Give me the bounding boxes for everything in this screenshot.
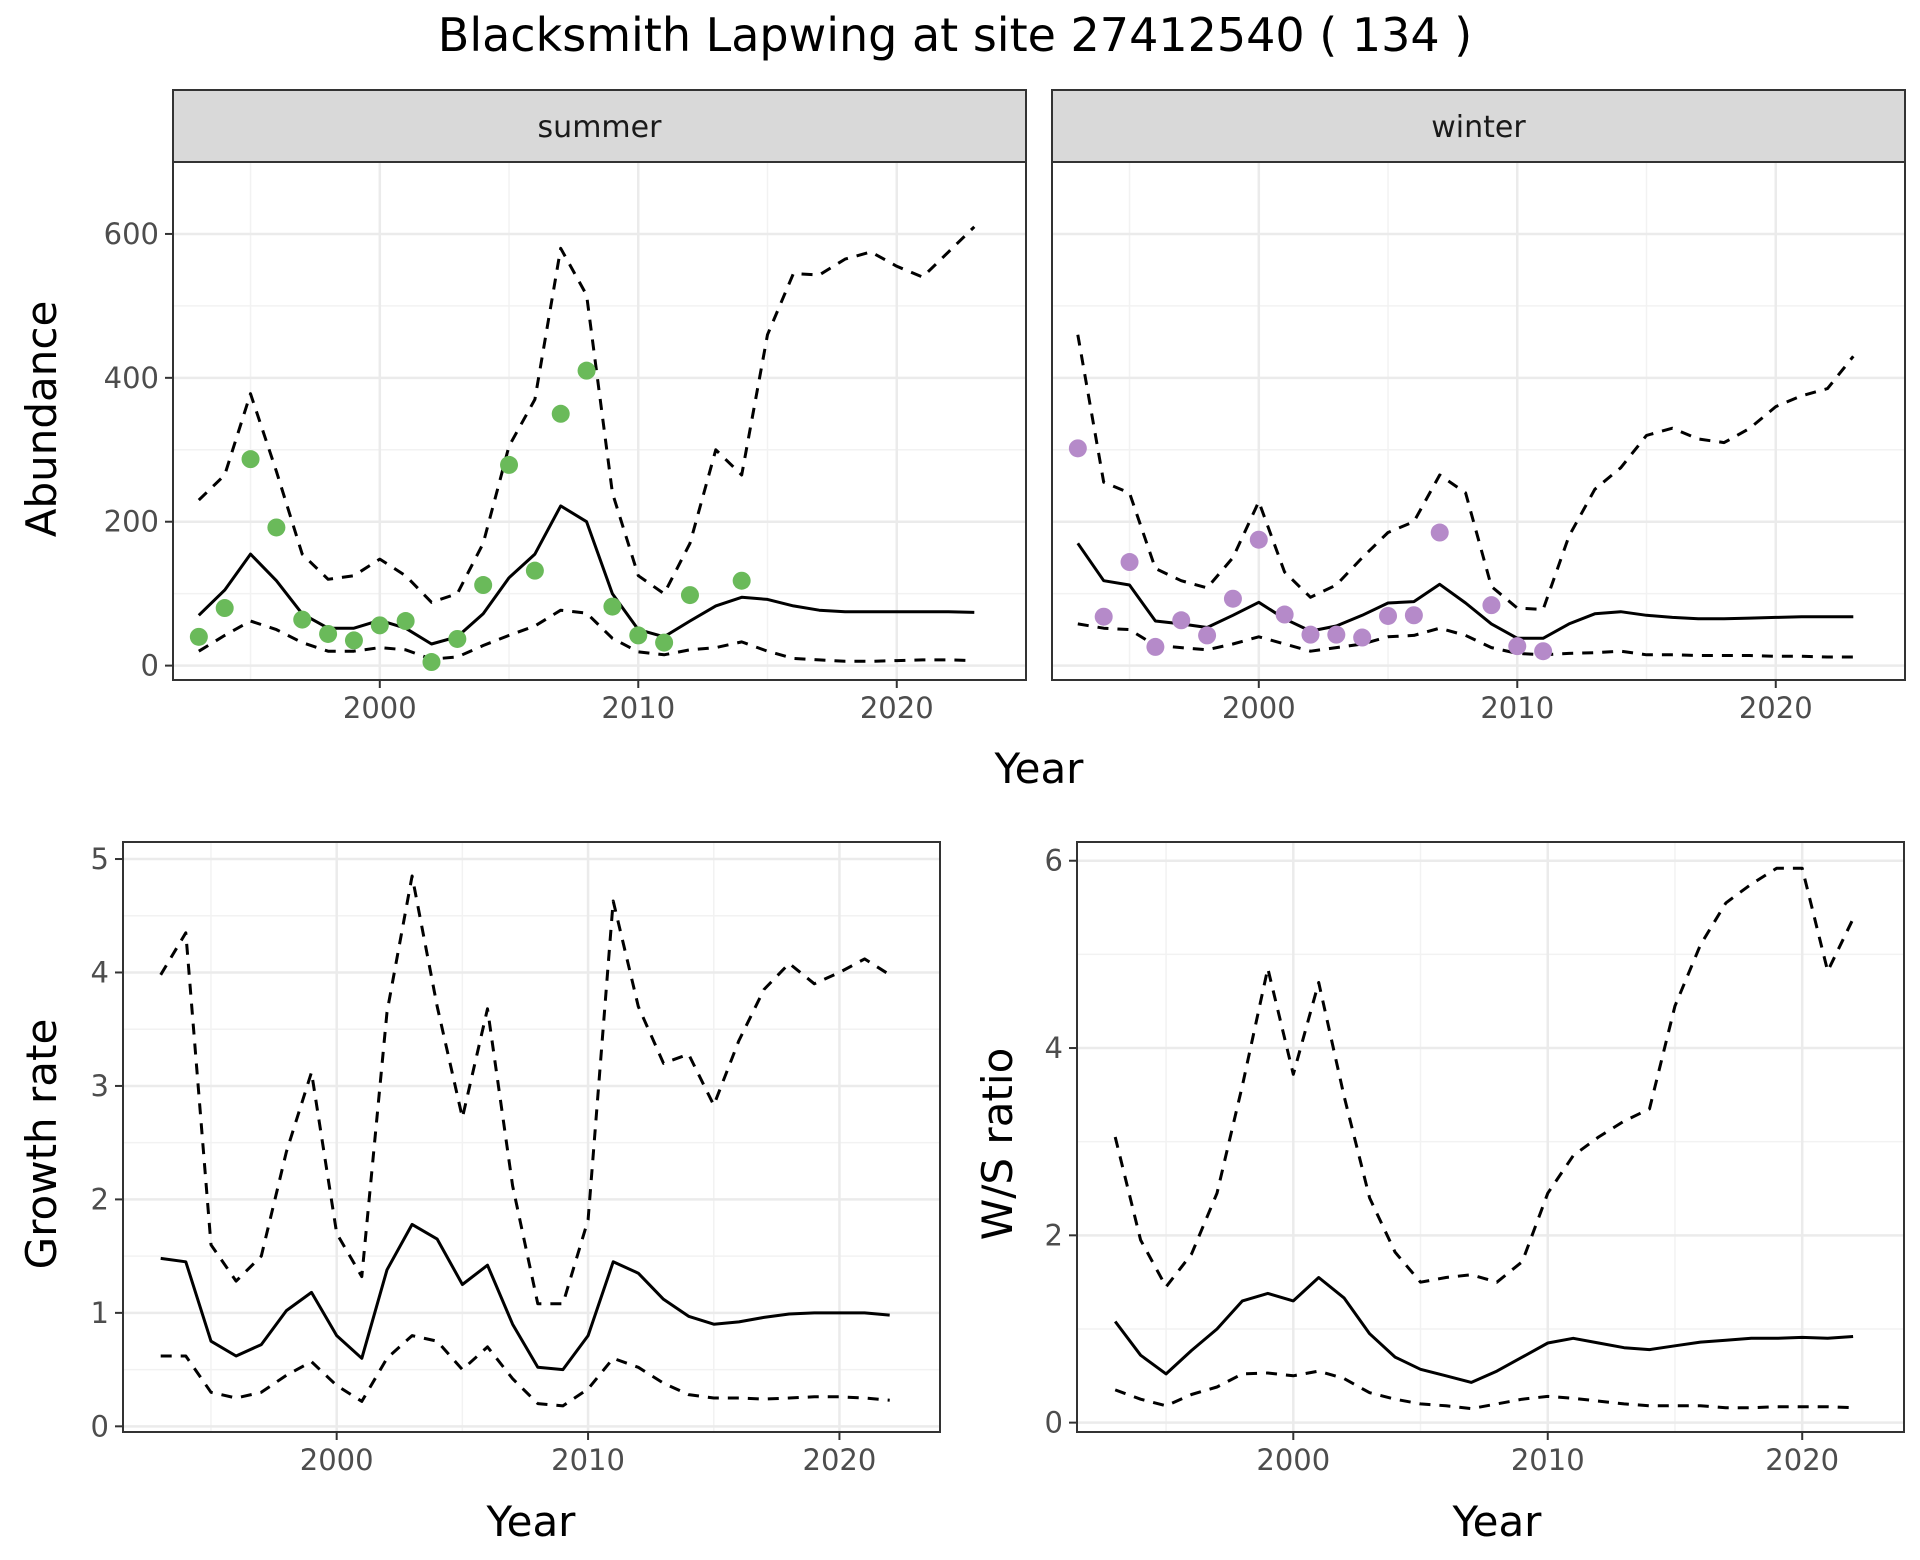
ratio-plot-background xyxy=(1077,842,1904,1432)
winter-panel: 2000 2010 2020 xyxy=(1051,161,1906,725)
growth-y-tick-label: 4 xyxy=(91,955,109,989)
abundance-x-axis-title: Year xyxy=(994,744,1085,793)
summer-upper-bound-line xyxy=(197,225,976,604)
winter-data-point xyxy=(1223,589,1242,608)
summer-data-point xyxy=(344,631,363,650)
winter-data-point xyxy=(1534,642,1553,661)
winter-data-point xyxy=(1379,606,1398,625)
ratio-y-tick-label: 4 xyxy=(1045,1031,1063,1065)
summer-data-point xyxy=(525,561,544,580)
abundance-y-axis-title: Abundance xyxy=(17,301,66,538)
winter-data-point xyxy=(1094,607,1113,626)
summer-data-point xyxy=(422,653,441,672)
summer-data-point xyxy=(267,518,286,537)
ratio-y-tick-label: 6 xyxy=(1045,844,1063,878)
summer-data-point xyxy=(189,627,208,646)
summer-data-point xyxy=(370,616,389,635)
ratio-upper-bound-line xyxy=(1113,866,1855,1289)
winter-x-tick-label: 2000 xyxy=(1222,691,1296,725)
summer-plot-background xyxy=(173,162,1026,680)
summer-y-tick-label: 400 xyxy=(104,361,159,395)
ratio-x-axis-title: Year xyxy=(1452,1497,1543,1546)
winter-upper-bound-line xyxy=(1076,334,1855,611)
growth-x-tick-label: 2020 xyxy=(803,1443,877,1477)
winter-strip-label: winter xyxy=(1431,110,1526,145)
winter-data-point xyxy=(1482,596,1501,615)
winter-data-point xyxy=(1146,637,1165,656)
growth-y-tick-label: 3 xyxy=(91,1069,109,1103)
winter-strip xyxy=(1051,89,1906,163)
ratio-y-axis-title: W/S ratio xyxy=(973,1048,1022,1241)
winter-data-point xyxy=(1508,637,1527,656)
summer-y-tick-label: 200 xyxy=(104,505,159,539)
summer-data-point xyxy=(551,404,570,423)
winter-data-point xyxy=(1353,628,1372,647)
summer-data-point xyxy=(448,629,467,648)
summer-y-tick-label: 0 xyxy=(141,649,159,683)
summer-data-point xyxy=(241,450,260,469)
winter-lower-bound-line xyxy=(1077,622,1854,659)
summer-x-tick-label: 2020 xyxy=(860,691,934,725)
ratio-y-tick-label: 0 xyxy=(1045,1406,1063,1440)
summer-data-point xyxy=(577,361,596,380)
ratio-x-tick-label: 2000 xyxy=(1256,1443,1330,1477)
winter-x-tick-label: 2020 xyxy=(1739,691,1813,725)
growth-panel: 2000 2010 2020 0 1 2 3 4 5 xyxy=(91,841,941,1477)
ratio-fit-line xyxy=(1114,1276,1854,1384)
summer-data-point xyxy=(732,571,751,590)
summer-x-tick-label: 2010 xyxy=(601,691,675,725)
winter-x-tick-label: 2010 xyxy=(1480,691,1554,725)
winter-data-point xyxy=(1327,625,1346,644)
ratio-x-tick-label: 2010 xyxy=(1511,1443,1585,1477)
ratio-panel: 2000 2010 2020 0 2 4 6 xyxy=(1045,841,1905,1477)
growth-y-tick-label: 5 xyxy=(91,842,109,876)
summer-strip xyxy=(172,89,1027,163)
winter-data-point xyxy=(1275,605,1294,624)
growth-y-tick-label: 0 xyxy=(91,1409,109,1443)
growth-plot-background xyxy=(123,842,940,1432)
ratio-y-tick-label: 2 xyxy=(1045,1218,1063,1252)
summer-data-point xyxy=(319,624,338,643)
growth-x-tick-label: 2010 xyxy=(551,1443,625,1477)
winter-data-point xyxy=(1068,439,1087,458)
summer-data-point xyxy=(680,586,699,605)
winter-data-point xyxy=(1198,626,1217,645)
winter-plot-background xyxy=(1052,162,1905,680)
winter-data-point xyxy=(1404,606,1423,625)
growth-x-axis-title: Year xyxy=(486,1497,577,1546)
summer-data-point xyxy=(293,610,312,629)
summer-data-point xyxy=(474,576,493,595)
summer-data-point xyxy=(500,455,519,474)
summer-data-point xyxy=(629,626,648,645)
winter-data-point xyxy=(1430,523,1449,542)
growth-fit-line xyxy=(160,1222,890,1372)
figure-title: Blacksmith Lapwing at site 27412540 ( 13… xyxy=(438,8,1472,62)
summer-data-point xyxy=(215,599,234,618)
summer-data-point xyxy=(655,633,674,652)
growth-panel-border xyxy=(122,841,941,1433)
growth-y-tick-label: 2 xyxy=(91,1182,109,1216)
growth-y-tick-label: 1 xyxy=(91,1296,109,1330)
summer-data-point xyxy=(603,597,622,616)
ratio-lower-bound-line xyxy=(1114,1369,1854,1411)
growth-y-axis-title: Growth rate xyxy=(17,1019,66,1270)
summer-panel: 2000 2010 2020 0 200 400 600 xyxy=(104,161,1027,725)
winter-data-point xyxy=(1172,611,1191,630)
ratio-panel-border xyxy=(1076,841,1905,1433)
ratio-x-tick-label: 2020 xyxy=(1765,1443,1839,1477)
summer-strip-label: summer xyxy=(538,110,663,145)
winter-data-point xyxy=(1301,625,1320,644)
winter-data-point xyxy=(1120,553,1139,572)
summer-y-tick-label: 600 xyxy=(104,217,159,251)
growth-upper-bound-line xyxy=(159,874,891,1306)
summer-data-point xyxy=(396,612,415,631)
summer-lower-bound-line xyxy=(198,608,975,663)
growth-x-tick-label: 2000 xyxy=(300,1443,374,1477)
growth-lower-bound-line xyxy=(160,1334,890,1408)
winter-data-point xyxy=(1249,530,1268,549)
summer-x-tick-label: 2000 xyxy=(343,691,417,725)
